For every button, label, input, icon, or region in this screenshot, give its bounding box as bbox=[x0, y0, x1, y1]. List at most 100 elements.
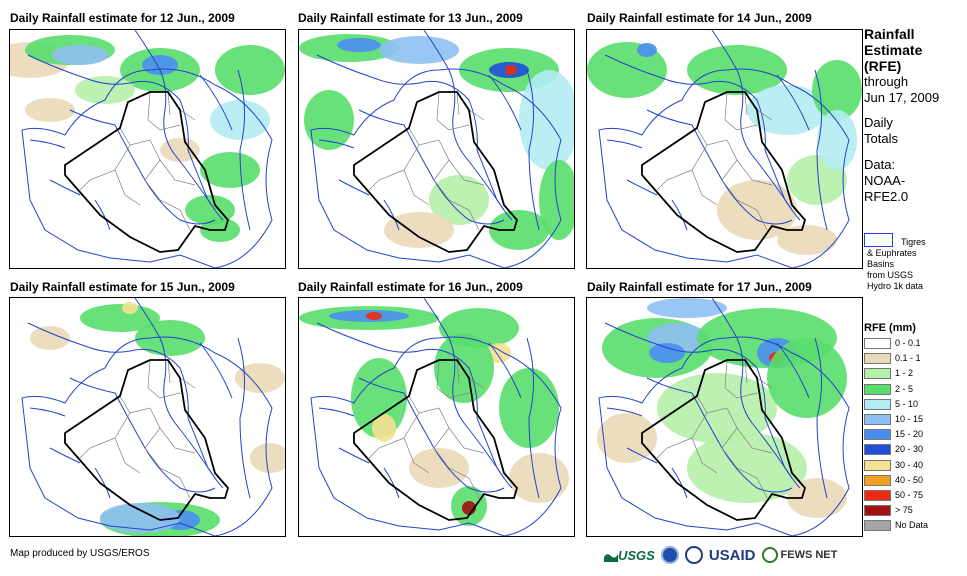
data-source-line1: NOAA- bbox=[864, 173, 906, 188]
legend-label: 1 - 2 bbox=[895, 368, 914, 379]
basin-outline bbox=[310, 68, 562, 268]
rainfall-patch bbox=[787, 478, 847, 518]
rainfall-patch bbox=[135, 320, 205, 356]
river bbox=[626, 447, 658, 464]
legend-row: No Data bbox=[864, 520, 929, 532]
river bbox=[318, 139, 355, 149]
rainfall-patch bbox=[30, 326, 70, 350]
rainfall-map-14 bbox=[586, 29, 863, 269]
daily-label: Daily bbox=[864, 115, 893, 130]
partner-logos: USGS USAID FEWS NET bbox=[604, 541, 837, 569]
legend-label: 0 - 0.1 bbox=[895, 338, 921, 348]
legend-label: 0.1 - 1 bbox=[895, 353, 921, 364]
legend-label: No Data bbox=[895, 520, 929, 531]
river bbox=[488, 342, 522, 399]
panel-title-13: Daily Rainfall estimate for 13 Jun., 200… bbox=[298, 11, 523, 25]
rainfall-patch bbox=[337, 38, 381, 52]
legend-label: 10 - 15 bbox=[895, 414, 924, 424]
data-label: Data: bbox=[864, 157, 896, 172]
admin-boundary bbox=[433, 447, 480, 499]
admin-boundary bbox=[119, 395, 161, 449]
legend-row: 30 - 40 bbox=[864, 459, 924, 471]
river bbox=[383, 199, 400, 231]
rainfall-field bbox=[10, 35, 285, 242]
rainfall-field bbox=[597, 298, 847, 518]
legend-row: 1 - 2 bbox=[864, 368, 914, 380]
noaa-logo-icon bbox=[660, 546, 679, 564]
admin-boundary bbox=[436, 91, 470, 131]
legend-label: 30 - 40 bbox=[895, 459, 924, 470]
basin-outline bbox=[21, 68, 273, 268]
rainfall-patch bbox=[210, 100, 270, 140]
usaid-logo-text: USAID bbox=[708, 546, 756, 564]
rainfall-patch bbox=[366, 312, 382, 320]
admin-boundary bbox=[736, 427, 773, 454]
rainfall-patch bbox=[384, 212, 454, 248]
basin-outline-swatch bbox=[864, 233, 893, 247]
rainfall-patch bbox=[142, 55, 178, 75]
rainfall-map-16 bbox=[298, 297, 575, 537]
river bbox=[606, 407, 643, 417]
fewsnet-globe-icon bbox=[761, 547, 778, 563]
admin-boundary bbox=[691, 412, 718, 474]
river bbox=[49, 447, 81, 464]
river bbox=[776, 342, 810, 399]
legend-swatch bbox=[864, 338, 891, 349]
fewsnet-logo: FEWS NET bbox=[761, 547, 838, 563]
fewsnet-logo-text: FEWS NET bbox=[780, 549, 838, 561]
river bbox=[671, 467, 688, 499]
rainfall-patch bbox=[777, 225, 837, 255]
admin-boundary bbox=[179, 109, 196, 121]
rainfall-field bbox=[299, 34, 574, 250]
legend-swatch bbox=[864, 353, 891, 365]
rainfall-patch bbox=[372, 414, 396, 442]
river bbox=[199, 74, 233, 131]
data-source-line2: RFE2.0 bbox=[864, 189, 909, 204]
legend-swatch bbox=[864, 368, 891, 380]
river bbox=[776, 74, 810, 131]
rainfall-patch bbox=[767, 338, 847, 418]
rainfall-patch bbox=[409, 448, 469, 488]
rainfall-patch bbox=[649, 343, 685, 363]
rainfall-patch bbox=[215, 45, 285, 95]
admin-boundary bbox=[456, 91, 460, 116]
rainfall-patch bbox=[647, 298, 727, 318]
river bbox=[814, 337, 828, 499]
legend-swatch bbox=[864, 414, 891, 425]
rainfall-patch bbox=[235, 363, 285, 393]
rainfall-patch bbox=[747, 85, 827, 135]
river bbox=[29, 407, 66, 417]
admin-boundary bbox=[159, 427, 196, 454]
legend-row: 10 - 15 bbox=[864, 414, 923, 425]
legend-row: > 75 bbox=[864, 505, 913, 517]
panel-title-14: Daily Rainfall estimate for 14 Jun., 200… bbox=[587, 11, 812, 25]
legend-label: 40 - 50 bbox=[895, 474, 924, 485]
rainfall-patch bbox=[52, 45, 108, 65]
basin-legend-line2: & Euphrates bbox=[867, 248, 917, 258]
usgs-wave-icon bbox=[604, 554, 618, 562]
admin-boundary bbox=[736, 159, 773, 186]
basin-outline bbox=[598, 336, 850, 536]
legend-swatch bbox=[864, 520, 891, 532]
admin-boundary bbox=[114, 144, 141, 206]
basin-outline bbox=[598, 68, 850, 268]
basin-legend-text: Tigres & Euphrates Basins from USGS Hydr… bbox=[864, 237, 964, 292]
legend-swatch bbox=[864, 398, 891, 410]
legend-row: 50 - 75 bbox=[864, 490, 923, 501]
admin-boundary bbox=[147, 91, 181, 131]
river bbox=[49, 179, 81, 196]
admin-boundary bbox=[724, 359, 758, 399]
admin-boundary bbox=[144, 179, 191, 231]
river bbox=[94, 199, 111, 231]
river bbox=[199, 342, 233, 399]
river bbox=[423, 298, 505, 479]
rainfall-field bbox=[587, 42, 862, 255]
admin-boundary bbox=[756, 377, 773, 389]
admin-boundary bbox=[403, 144, 430, 206]
basin-legend-line1: Tigres bbox=[901, 237, 926, 247]
legend-swatch bbox=[864, 383, 891, 395]
admin-boundary bbox=[433, 179, 480, 231]
admin-boundary bbox=[403, 412, 430, 474]
rfe-legend-title: RFE (mm) bbox=[864, 322, 916, 334]
map-credit: Map produced by USGS/EROS bbox=[10, 548, 150, 559]
